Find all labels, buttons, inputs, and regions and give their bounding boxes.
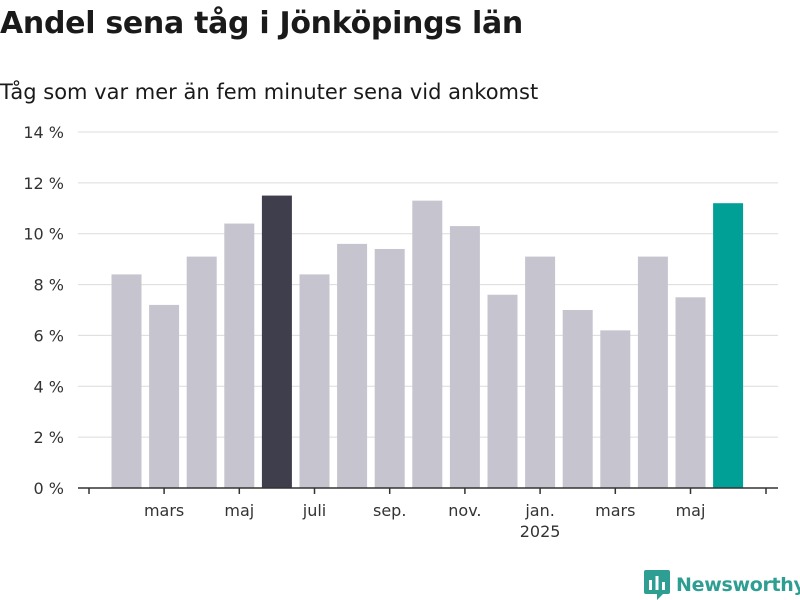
y-tick-label: 8 % (34, 276, 64, 295)
x-tick-label: maj (224, 501, 254, 520)
x-tick-label: jan. (524, 501, 554, 520)
x-tick-label: mars (144, 501, 184, 520)
bars (111, 195, 744, 489)
bar (374, 248, 405, 488)
bar (487, 294, 518, 488)
newsworthy-logo-icon (644, 570, 670, 600)
y-axis-tick-labels: 0 % 2 % 4 % 6 % 8 % 10 % 12 % 14 % (23, 123, 64, 498)
y-tick-label: 6 % (34, 326, 64, 345)
y-tick-label: 2 % (34, 428, 64, 447)
bar (637, 256, 668, 488)
bar (525, 256, 556, 488)
bar-chart: 0 % 2 % 4 % 6 % 8 % 10 % 12 % 14 % mars maj juli s… (23, 123, 778, 541)
newsworthy-logo-text: Newsworthy (676, 574, 800, 596)
x-tick-year-label: 2025 (520, 522, 561, 541)
y-tick-label: 0 % (34, 479, 64, 498)
y-tick-label: 4 % (34, 377, 64, 396)
x-tick-label: nov. (448, 501, 481, 520)
bar (186, 256, 217, 488)
x-tick-label: sep. (373, 501, 406, 520)
bar (449, 226, 480, 489)
chart-title: Andel sena tåg i Jönköpings län (0, 6, 523, 41)
bar (412, 200, 443, 488)
y-tick-label: 14 % (23, 123, 64, 142)
bar (224, 223, 255, 489)
bar (111, 274, 142, 488)
bar (713, 203, 744, 488)
x-tick-label: maj (676, 501, 706, 520)
x-tick-label: mars (595, 501, 635, 520)
bar (261, 195, 292, 489)
newsworthy-logo: Newsworthy (644, 570, 800, 600)
bar (675, 297, 706, 488)
y-tick-label: 10 % (23, 225, 64, 244)
x-axis: mars maj juli sep. nov. jan. 2025 mars maj (78, 487, 778, 541)
bar (337, 243, 368, 488)
y-tick-label: 12 % (23, 174, 64, 193)
bar (600, 330, 631, 488)
bar (299, 274, 330, 488)
chart-subtitle: Tåg som var mer än fem minuter sena vid … (0, 80, 539, 104)
x-tick-label: juli (302, 501, 326, 520)
bar (149, 304, 180, 488)
bar (562, 310, 593, 488)
